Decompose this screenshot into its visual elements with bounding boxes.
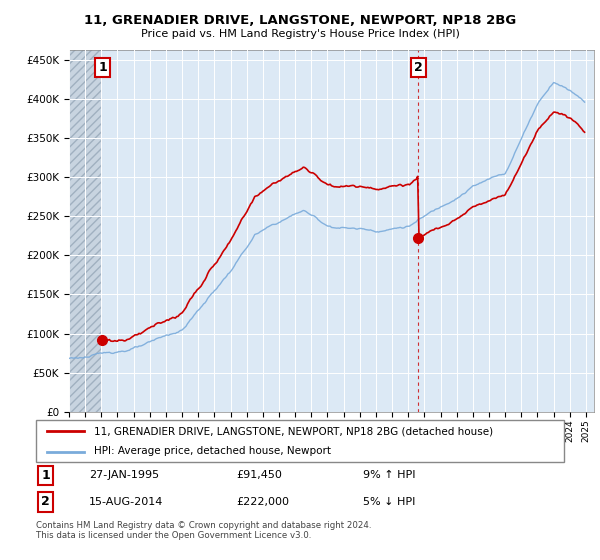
Text: HPI: Average price, detached house, Newport: HPI: Average price, detached house, Newp…: [94, 446, 331, 456]
Text: 1: 1: [41, 469, 50, 482]
Text: £91,450: £91,450: [236, 470, 283, 480]
Text: 11, GRENADIER DRIVE, LANGSTONE, NEWPORT, NP18 2BG (detached house): 11, GRENADIER DRIVE, LANGSTONE, NEWPORT,…: [94, 426, 493, 436]
Text: Price paid vs. HM Land Registry's House Price Index (HPI): Price paid vs. HM Land Registry's House …: [140, 29, 460, 39]
Text: 9% ↑ HPI: 9% ↑ HPI: [364, 470, 416, 480]
Text: 27-JAN-1995: 27-JAN-1995: [89, 470, 159, 480]
Text: 1: 1: [98, 61, 107, 74]
Text: 2: 2: [41, 496, 50, 508]
Text: £222,000: £222,000: [236, 497, 290, 507]
FancyBboxPatch shape: [36, 420, 564, 462]
Text: 15-AUG-2014: 15-AUG-2014: [89, 497, 163, 507]
Text: 2: 2: [414, 61, 422, 74]
Text: Contains HM Land Registry data © Crown copyright and database right 2024.
This d: Contains HM Land Registry data © Crown c…: [36, 521, 371, 540]
Text: 11, GRENADIER DRIVE, LANGSTONE, NEWPORT, NP18 2BG: 11, GRENADIER DRIVE, LANGSTONE, NEWPORT,…: [84, 14, 516, 27]
Text: 5% ↓ HPI: 5% ↓ HPI: [364, 497, 416, 507]
Bar: [69, 50, 103, 412]
